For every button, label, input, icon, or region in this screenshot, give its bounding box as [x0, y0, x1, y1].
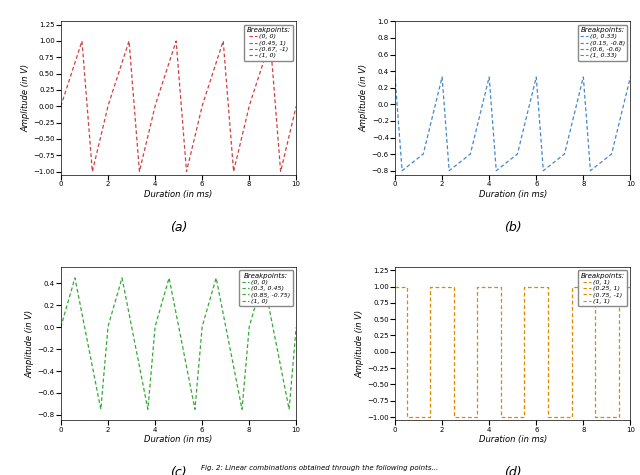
X-axis label: Duration (in ms): Duration (in ms)	[479, 436, 547, 445]
Text: (a): (a)	[170, 221, 187, 234]
Y-axis label: Amplitude (in V): Amplitude (in V)	[26, 310, 35, 378]
Text: (d): (d)	[504, 466, 522, 475]
Text: Fig. 2: Linear combinations obtained through the following points...: Fig. 2: Linear combinations obtained thr…	[202, 465, 438, 471]
Y-axis label: Amplitude (in V): Amplitude (in V)	[21, 64, 30, 132]
Text: (b): (b)	[504, 221, 522, 234]
Legend: (0, 0), (0.45, 1), (0.67, -1), (1, 0): (0, 0), (0.45, 1), (0.67, -1), (1, 0)	[244, 25, 293, 61]
Legend: (0, 0), (0.3, 0.45), (0.85, -0.75), (1, 0): (0, 0), (0.3, 0.45), (0.85, -0.75), (1, …	[239, 270, 293, 306]
Legend: (0, 0.33), (0.15, -0.8), (0.6, -0.6), (1, 0.33): (0, 0.33), (0.15, -0.8), (0.6, -0.6), (1…	[578, 25, 627, 61]
Text: (c): (c)	[170, 466, 187, 475]
X-axis label: Duration (in ms): Duration (in ms)	[145, 190, 212, 199]
Y-axis label: Amplitude (in V): Amplitude (in V)	[360, 64, 369, 132]
Legend: (0, 1), (0.25, 1), (0.75, -1), (1, 1): (0, 1), (0.25, 1), (0.75, -1), (1, 1)	[578, 270, 627, 306]
X-axis label: Duration (in ms): Duration (in ms)	[479, 190, 547, 199]
X-axis label: Duration (in ms): Duration (in ms)	[145, 436, 212, 445]
Y-axis label: Amplitude (in V): Amplitude (in V)	[355, 310, 364, 378]
